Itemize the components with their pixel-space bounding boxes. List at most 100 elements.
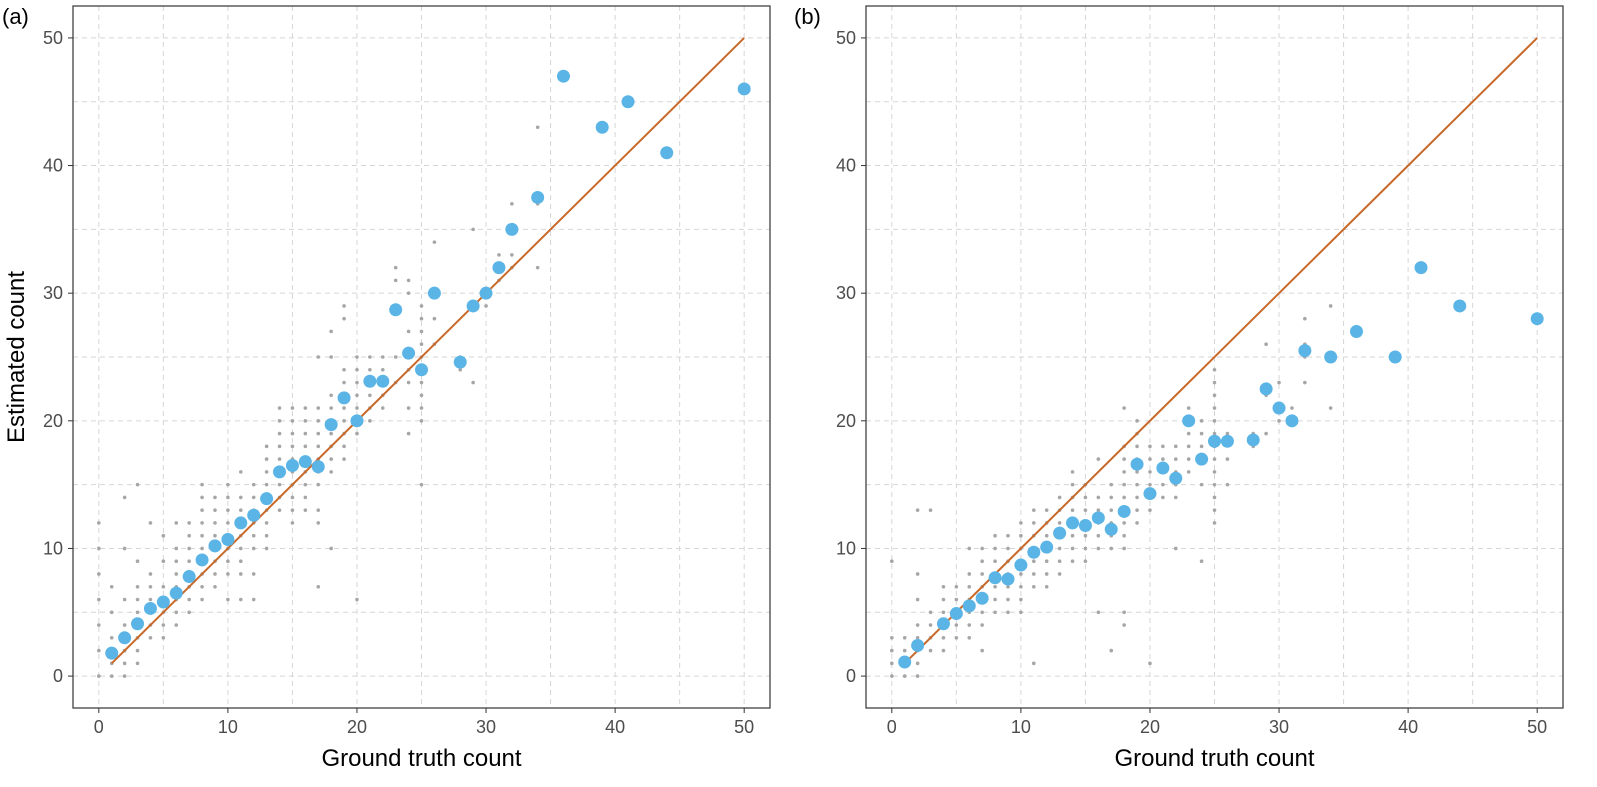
x-tick-label: 10 [218,717,238,737]
raw-point [993,610,997,615]
raw-point [432,316,437,321]
raw-point [458,367,463,372]
raw-point [915,572,920,576]
mean-point [936,617,950,631]
raw-point [135,597,140,602]
raw-point [1186,406,1191,410]
mean-point [1220,434,1234,448]
raw-point [967,546,972,551]
raw-point [1135,521,1139,525]
raw-point [97,674,101,678]
mean-point [208,539,222,553]
raw-point [238,546,243,551]
raw-point [238,597,243,602]
mean-point [234,516,248,530]
gridlines [866,6,1563,708]
raw-point [303,508,308,512]
raw-point [1096,508,1101,512]
raw-point [135,482,140,487]
raw-point [135,610,140,615]
mean-point [556,69,570,83]
raw-point [97,623,101,627]
raw-point [97,572,101,576]
raw-point [406,380,411,385]
panel-b: 0 10 20 30 40 50 0 10 20 30 40 50 Ground truth count [836,5,1564,772]
raw-point [200,495,204,500]
raw-point [406,406,411,410]
raw-point [1044,584,1049,589]
raw-point [226,482,230,487]
raw-point [1096,533,1101,538]
raw-point [303,482,308,487]
raw-point [1173,546,1178,551]
raw-point [380,406,385,410]
x-tick-label: 20 [347,717,367,737]
plot-frame [72,5,771,709]
raw-point [1109,546,1114,551]
raw-point [419,380,424,385]
raw-point [264,482,269,487]
x-tick-label: 50 [734,717,754,737]
raw-point [303,419,308,423]
panel-a: 0 10 20 30 40 50 0 10 20 30 40 50 Ground truth count… [3,5,771,772]
raw-point [238,572,243,576]
raw-point [187,610,191,615]
raw-point [213,533,217,538]
raw-point [238,470,243,474]
raw-point [329,431,333,436]
raw-point [213,521,217,525]
mean-point [621,95,635,109]
raw-point [406,431,411,436]
mean-point [492,261,506,275]
raw-point [187,597,191,602]
y-tick-label: 40 [836,156,856,176]
raw-point [1096,546,1101,551]
mean-point [1014,558,1028,572]
x-tick-label: 0 [887,717,897,737]
mean-points-series [105,69,751,660]
raw-point [1212,367,1217,372]
raw-point [1199,431,1204,436]
raw-point [1303,380,1307,385]
mean-point [1156,461,1170,475]
mean-point [1208,434,1221,448]
raw-point [1122,546,1126,551]
raw-point [1031,572,1036,576]
raw-point [135,584,140,589]
mean-point [1027,545,1041,559]
raw-point [535,265,540,270]
raw-point [342,380,346,385]
mean-point [143,601,157,615]
raw-point [967,623,972,627]
raw-point [1122,610,1126,615]
raw-point [1057,559,1062,564]
raw-point [902,674,907,678]
plot-frame [865,5,1564,709]
raw-point [1096,495,1101,500]
raw-point [251,482,256,487]
raw-point [967,636,972,640]
raw-point [1083,495,1088,500]
mean-point [1078,518,1092,532]
raw-point [1173,495,1178,500]
raw-point [406,278,411,283]
mean-point [898,655,912,669]
raw-point [954,623,959,627]
y-tick-label: 50 [836,28,856,48]
raw-point [226,495,230,500]
mean-point [182,570,196,584]
raw-point [97,521,101,525]
raw-point [380,367,385,372]
mean-point [1066,516,1080,530]
raw-point [264,546,269,551]
raw-point [928,508,933,512]
raw-point [1186,431,1191,436]
raw-point [1006,584,1010,589]
raw-point [1031,661,1036,666]
raw-point [342,457,346,461]
raw-point [174,572,179,576]
raw-point [915,508,920,512]
mean-point [1091,511,1105,525]
x-tick-label: 20 [1140,717,1160,737]
